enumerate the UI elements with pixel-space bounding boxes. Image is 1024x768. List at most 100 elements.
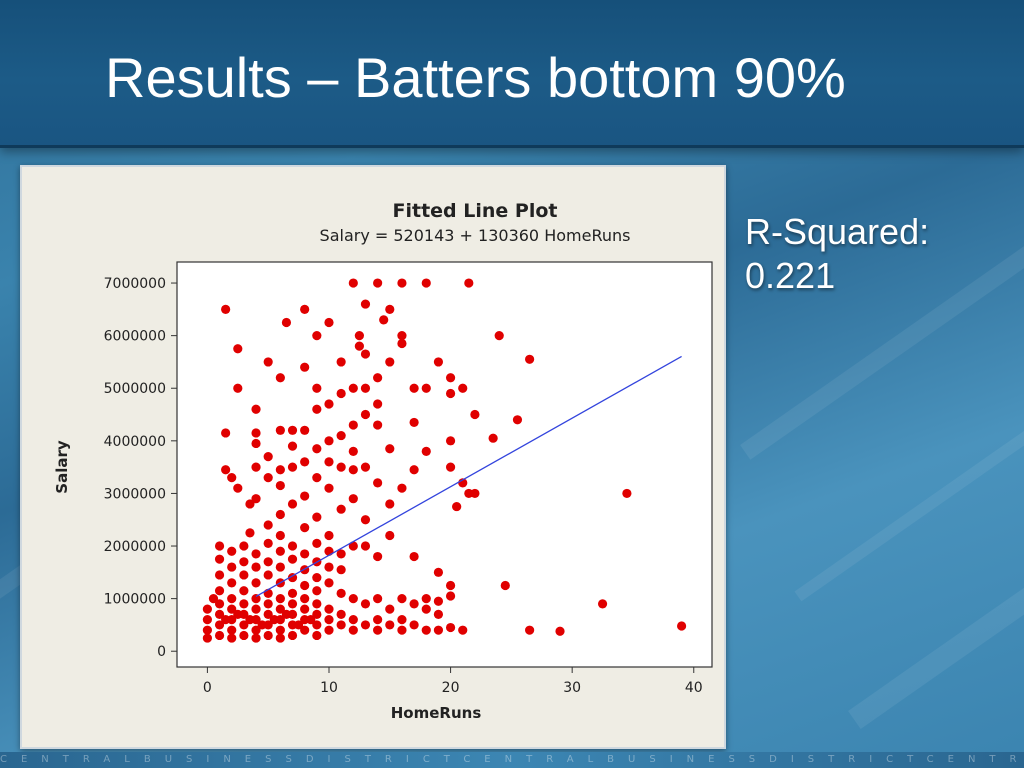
data-point — [421, 625, 431, 635]
data-point — [385, 444, 395, 454]
data-point — [433, 357, 444, 367]
data-point — [312, 572, 322, 583]
slide-title: Results – Batters bottom 90% — [105, 46, 846, 109]
data-point — [385, 304, 395, 314]
data-point — [251, 562, 261, 572]
data-point — [445, 591, 456, 601]
data-point — [287, 425, 298, 435]
data-point — [202, 615, 212, 625]
data-point — [233, 483, 243, 493]
data-point — [275, 425, 285, 435]
title-bar: Results – Batters bottom 90% — [0, 0, 1024, 148]
y-tick-label: 4000000 — [104, 434, 166, 450]
data-point — [385, 530, 395, 541]
plot-area — [176, 261, 713, 668]
data-point — [433, 625, 444, 635]
data-point — [300, 304, 310, 314]
data-point — [348, 383, 358, 393]
data-point — [525, 354, 535, 364]
data-point — [214, 554, 225, 564]
data-point — [263, 520, 273, 530]
data-point — [263, 538, 273, 548]
data-point — [287, 499, 298, 509]
data-point — [214, 570, 225, 580]
data-point — [300, 594, 310, 604]
y-axis-label: Salary — [53, 440, 71, 494]
data-point — [354, 341, 364, 351]
data-point — [409, 599, 419, 609]
data-point — [445, 580, 456, 591]
data-point — [202, 604, 212, 614]
data-point — [379, 315, 389, 325]
data-point — [214, 541, 225, 551]
data-point — [324, 625, 334, 635]
data-point — [214, 586, 225, 596]
x-tick-label: 40 — [685, 680, 703, 696]
data-point — [214, 630, 225, 641]
data-point — [445, 622, 456, 633]
data-point — [336, 565, 346, 575]
data-point — [221, 465, 231, 475]
data-point — [373, 399, 383, 409]
data-point — [385, 604, 395, 614]
data-point — [239, 599, 249, 609]
data-point — [348, 494, 358, 504]
data-point — [221, 428, 231, 438]
data-point — [263, 630, 273, 641]
fitted-regression-line — [255, 355, 682, 598]
data-point — [397, 594, 407, 604]
data-point — [373, 625, 383, 635]
data-point — [354, 331, 364, 341]
data-point — [324, 615, 334, 625]
data-point — [360, 541, 371, 551]
chart-panel: Fitted Line Plot Salary = 520143 + 13036… — [20, 165, 726, 749]
data-point — [239, 557, 249, 567]
data-point — [470, 409, 480, 420]
data-point — [202, 633, 212, 643]
data-point — [214, 609, 225, 620]
data-point — [245, 499, 255, 509]
data-point — [500, 580, 510, 591]
data-point — [312, 512, 322, 522]
data-point — [287, 588, 298, 598]
data-point — [275, 562, 285, 572]
data-point — [275, 480, 285, 491]
data-point — [214, 620, 225, 630]
data-point — [677, 621, 687, 631]
data-point — [360, 409, 371, 420]
data-point — [452, 501, 462, 512]
data-point — [324, 546, 334, 556]
data-point — [470, 488, 480, 499]
x-axis-label: HomeRuns — [391, 704, 482, 722]
data-point — [221, 304, 231, 314]
data-point — [251, 594, 261, 604]
y-tick-label: 5000000 — [104, 381, 166, 397]
data-point — [251, 578, 261, 588]
data-point — [269, 615, 279, 625]
data-point — [312, 620, 322, 630]
data-point — [300, 523, 310, 533]
data-point — [336, 388, 346, 399]
data-point — [373, 478, 383, 488]
data-point — [336, 620, 346, 630]
data-point — [239, 541, 249, 551]
data-point — [300, 362, 310, 372]
data-point — [555, 626, 565, 636]
data-point — [373, 420, 383, 430]
data-point — [409, 417, 419, 428]
x-tick-label: 10 — [320, 680, 338, 696]
data-point — [245, 615, 255, 625]
data-point — [409, 620, 419, 630]
data-point — [257, 620, 267, 630]
data-point — [312, 599, 322, 609]
data-point — [348, 541, 358, 551]
y-tick-label: 0 — [157, 644, 166, 660]
data-point — [312, 586, 322, 596]
data-point — [348, 446, 358, 456]
data-point — [300, 491, 310, 501]
data-point — [421, 604, 431, 614]
data-point — [622, 488, 632, 499]
data-point — [312, 473, 322, 483]
data-point — [287, 554, 298, 564]
r-squared-label: R-Squared: — [745, 211, 930, 252]
